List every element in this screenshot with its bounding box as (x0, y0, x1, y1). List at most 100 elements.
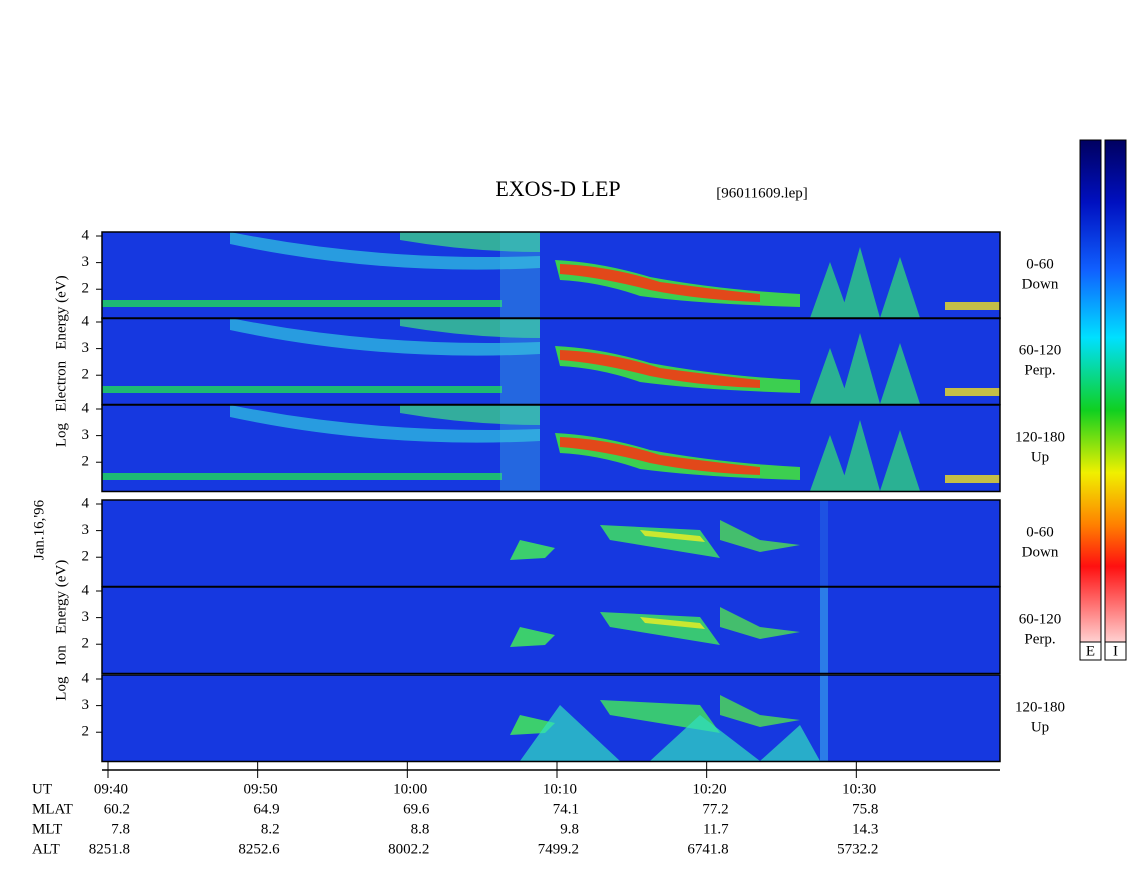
spectrogram-feature (520, 705, 820, 761)
colorbar-label: I (1113, 643, 1118, 659)
spectrogram-feature (810, 333, 920, 404)
ephemeris-value: 7.8 (111, 821, 130, 837)
y-tick-label: 2 (82, 724, 90, 740)
ephemeris-value: 11.7 (703, 821, 729, 837)
y-tick-label: 4 (82, 313, 90, 329)
panel-angle: 60-120 (1019, 342, 1062, 358)
panel-angle: 120-180 (1015, 699, 1065, 715)
x-tick-label: 09:40 (94, 781, 128, 797)
y-axis-label: Log Ion Energy (eV) (53, 560, 69, 701)
spectrogram-feature (640, 617, 705, 629)
spectrogram-feature (810, 247, 920, 318)
y-tick-label: 4 (82, 670, 90, 686)
panel-frame (101, 586, 1001, 675)
y-tick-label: 3 (82, 522, 90, 538)
spectrogram-feature (102, 473, 502, 480)
ephemeris-value: 8002.2 (388, 841, 429, 857)
spectrogram-feature (810, 420, 920, 491)
panel-direction: Perp. (1024, 362, 1055, 378)
spectrogram-feature (945, 302, 1000, 310)
y-tick-label: 2 (82, 367, 90, 383)
x-tick-label: 10:00 (393, 781, 427, 797)
spectrogram-feature (102, 386, 502, 393)
x-tick-label: 10:10 (543, 781, 577, 797)
ephemeris-name: MLAT (32, 801, 73, 817)
spectrogram-feature (400, 405, 540, 425)
y-tick-label: 4 (82, 495, 90, 511)
colorbar-label-box (1104, 641, 1127, 661)
spectrogram-feature (820, 500, 828, 586)
panel-direction: Perp. (1024, 631, 1055, 647)
date: Jan.16,'96 (31, 499, 47, 560)
spectrogram-feature (945, 475, 1000, 483)
spectrogram-feature (500, 318, 540, 404)
y-tick-label: 2 (82, 549, 90, 565)
y-tick-label: 2 (82, 281, 90, 297)
spectrogram-feature (230, 405, 540, 443)
spectrogram-feature (510, 627, 555, 647)
ephemeris-value: 69.6 (403, 801, 430, 817)
spectrogram-feature (560, 437, 760, 475)
ephemeris-value: 8.8 (411, 821, 430, 837)
ephemeris-name: ALT (32, 841, 60, 857)
colorbar-label: E (1086, 643, 1095, 659)
spectrogram-feature (102, 300, 502, 307)
spectrogram-feature (560, 350, 760, 388)
x-tick-label: 10:30 (842, 781, 876, 797)
panel-angle: 120-180 (1015, 429, 1065, 445)
y-tick-label: 3 (82, 609, 90, 625)
ephemeris-value: 5732.2 (837, 841, 878, 857)
spectrogram-feature (945, 388, 1000, 396)
axes: 0-60 Down 2 3 4 60-120 Perp. 2 3 4 120-180 Up 2 3 4 Log… (32, 227, 1065, 857)
ephemeris-value: 8251.8 (89, 841, 130, 857)
spectrogram-feature (230, 318, 540, 356)
ephemeris-value: 7499.2 (538, 841, 579, 857)
y-tick-label: 4 (82, 582, 90, 598)
y-tick-label: 2 (82, 454, 90, 470)
y-tick-label: 3 (82, 254, 90, 270)
panel-angle: 0-60 (1026, 524, 1054, 540)
panel-direction: Down (1022, 276, 1059, 292)
colorbar (1104, 139, 1127, 661)
spectrogram-feature (640, 530, 705, 542)
panel-frame (101, 674, 1001, 763)
ephemeris-value: 8.2 (261, 821, 280, 837)
colorbar (1079, 139, 1102, 661)
ephemeris-value: 77.2 (702, 801, 728, 817)
y-tick-label: 4 (82, 400, 90, 416)
spectrogram-feature (400, 318, 540, 338)
spectrogram-feature (500, 405, 540, 491)
panel-direction: Down (1022, 544, 1059, 560)
ephemeris-value: 75.8 (852, 801, 878, 817)
y-tick-label: 2 (82, 636, 90, 652)
ephemeris-name: UT (32, 781, 52, 797)
spectrogram-feature (720, 695, 800, 727)
spectrogram-feature (820, 675, 828, 761)
file-name: [96011609.lep] (716, 185, 808, 201)
ephemeris-value: 6741.8 (687, 841, 728, 857)
ephemeris-value: 14.3 (852, 821, 878, 837)
spectrogram-feature (600, 525, 720, 558)
spectrogram-feature (820, 587, 828, 673)
y-tick-label: 4 (82, 227, 90, 243)
ephemeris-value: 64.9 (253, 801, 279, 817)
panel-angle: 60-120 (1019, 611, 1062, 627)
x-tick-label: 10:20 (692, 781, 726, 797)
colorbar-label-box (1079, 641, 1102, 661)
ephemeris-name: MLT (32, 821, 62, 837)
y-tick-label: 3 (82, 427, 90, 443)
y-axis-label: Log Electron Energy (eV) (53, 275, 69, 447)
x-tick-label: 09:50 (243, 781, 277, 797)
y-tick-label: 3 (82, 340, 90, 356)
title: EXOS-D LEP (495, 176, 620, 201)
spectrograms (102, 232, 1000, 762)
ephemeris-value: 9.8 (560, 821, 579, 837)
panel-direction: Up (1031, 719, 1049, 735)
panel-direction: Up (1031, 449, 1049, 465)
spectrogram-feature (720, 520, 800, 552)
ephemeris-value: 60.2 (104, 801, 130, 817)
y-tick-label: 3 (82, 697, 90, 713)
spectrogram-feature (500, 232, 540, 318)
panel-frame (101, 404, 1001, 493)
